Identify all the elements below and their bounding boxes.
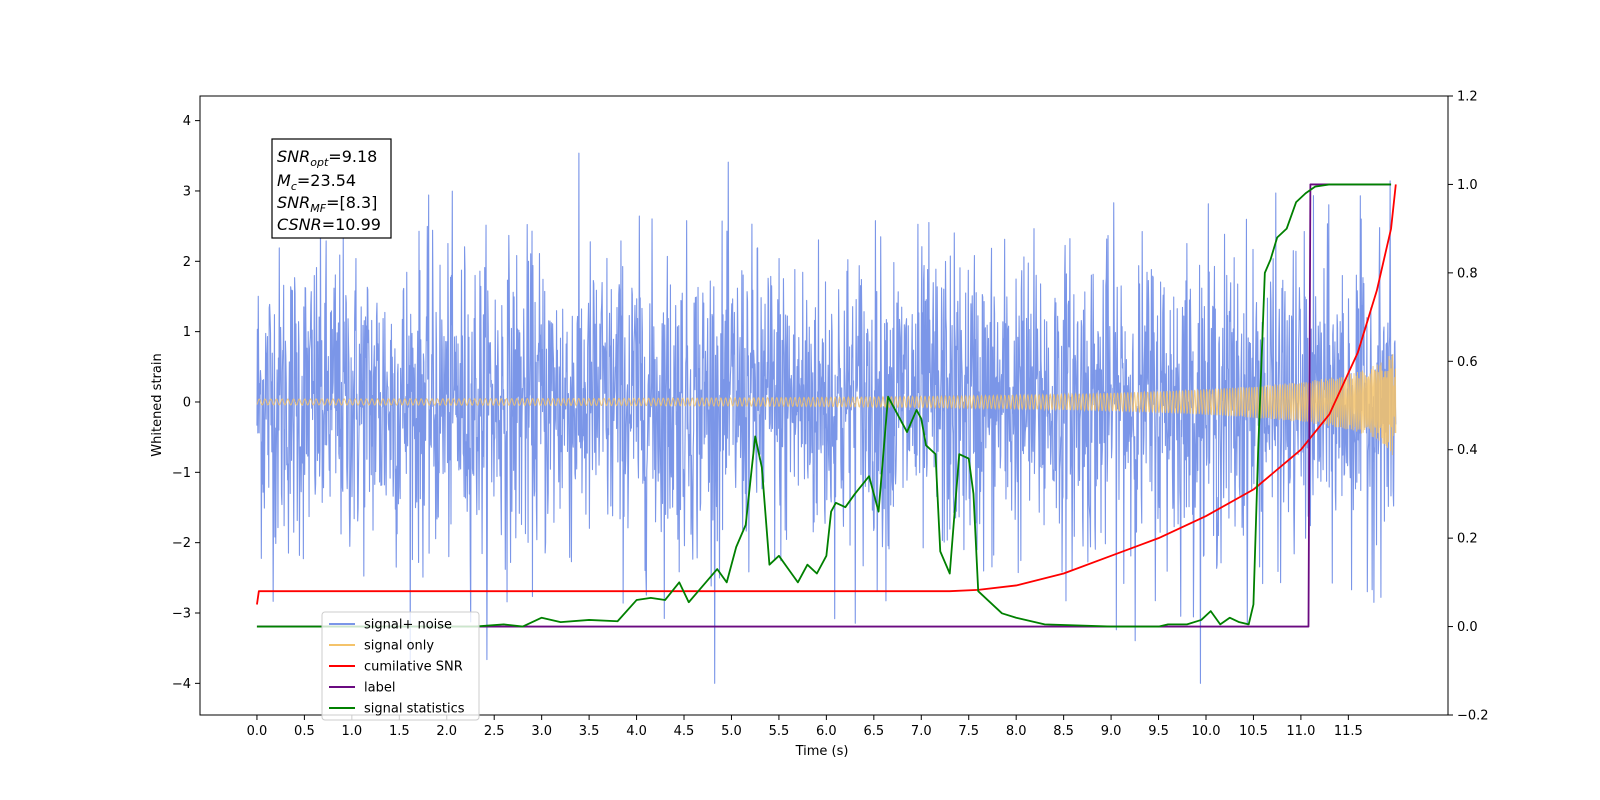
x-tick-label: 9.0 (1101, 724, 1122, 739)
x-tick-label: 4.0 (626, 724, 647, 739)
x-tick-label: 10.0 (1192, 724, 1221, 739)
annotation-line-csnr: CSNR=10.99 (277, 215, 381, 234)
x-tick-label: 7.0 (911, 724, 932, 739)
x-tick-label: 6.5 (863, 724, 884, 739)
series-line-cumilative-snr (256, 184, 1397, 605)
legend-label: signal statistics (364, 702, 465, 717)
x-tick-label: 11.5 (1334, 724, 1363, 739)
legend-label: label (364, 681, 395, 696)
x-tick-label: 4.5 (674, 724, 695, 739)
annotation-line-mc: Mc=23.54 (277, 171, 356, 193)
x-tick-label: 2.5 (484, 724, 505, 739)
annotation-line-snr-opt: SNRopt=9.18 (277, 147, 377, 169)
x-tick-label: 8.5 (1053, 724, 1074, 739)
x-tick-label: 1.0 (342, 724, 363, 739)
y2-tick-label: −0.2 (1457, 709, 1489, 724)
annotation-frame (271, 138, 392, 239)
y-tick-label: 0 (183, 395, 191, 410)
annotation-box: SNRopt=9.18 Mc=23.54 SNRMF=[8.3] CSNR=10… (271, 138, 392, 239)
x-tick-label: 0.0 (247, 724, 268, 739)
plot-area (256, 152, 1397, 684)
x-tick-label: 1.5 (389, 724, 410, 739)
y-tick-label: −3 (172, 607, 191, 622)
y2-tick-label: 0.4 (1457, 443, 1478, 458)
y2-tick-label: 0.0 (1457, 620, 1478, 635)
series-line-signal-statistics (256, 183, 1392, 628)
x-tick-label: 0.5 (294, 724, 315, 739)
x-tick-label: 10.5 (1239, 724, 1268, 739)
x-tick-label: 3.0 (531, 724, 552, 739)
x-tick-label: 8.0 (1006, 724, 1027, 739)
y2-axis-right: 1.2 1.0 0.8 0.6 0.4 0.2 0.0 −0.2 (1448, 90, 1489, 724)
x-axis: 0.0 0.5 1.0 1.5 2.0 2.5 3.0 3.5 4.0 4.5 5.0 5.5 6.0 6… (247, 715, 1363, 739)
x-tick-label: 5.0 (721, 724, 742, 739)
annotation-line-snr-mf: SNRMF=[8.3] (277, 193, 377, 215)
y2-tick-label: 0.6 (1457, 355, 1478, 370)
x-tick-label: 6.0 (816, 724, 837, 739)
x-tick-label: 5.5 (769, 724, 790, 739)
y-tick-label: −2 (172, 536, 191, 551)
x-tick-label: 3.5 (579, 724, 600, 739)
legend-frame (321, 611, 480, 721)
y2-tick-label: 1.0 (1457, 178, 1478, 193)
legend-label: signal only (364, 639, 434, 654)
legend-label: cumilative SNR (364, 660, 463, 675)
y-axis: 4 3 2 1 0 −1 −2 −3 −4 (172, 114, 200, 692)
x-tick-label: 9.5 (1148, 724, 1169, 739)
y-tick-label: 1 (183, 325, 191, 340)
x-axis-label: Time (s) (795, 744, 849, 759)
legend-label: signal+ noise (364, 618, 452, 633)
series-line-signal-only (256, 354, 1397, 456)
y2-tick-label: 1.2 (1457, 90, 1478, 105)
y-tick-label: −4 (172, 677, 191, 692)
x-tick-label: 7.5 (958, 724, 979, 739)
y-tick-label: 3 (183, 184, 191, 199)
x-tick-label: 2.0 (436, 724, 457, 739)
legend: signal+ noise signal only cumilative SNR la… (321, 611, 480, 721)
y2-tick-label: 0.8 (1457, 266, 1478, 281)
plot-frame (199, 95, 1449, 716)
y2-tick-label: 0.2 (1457, 532, 1478, 547)
series-line-signal-noise (256, 152, 1397, 684)
y-tick-label: 4 (183, 114, 191, 129)
y-tick-label: −1 (172, 466, 191, 481)
y-tick-label: 2 (183, 255, 191, 270)
y-axis-label: Whitened strain (150, 353, 165, 456)
x-tick-label: 11.0 (1286, 724, 1315, 739)
